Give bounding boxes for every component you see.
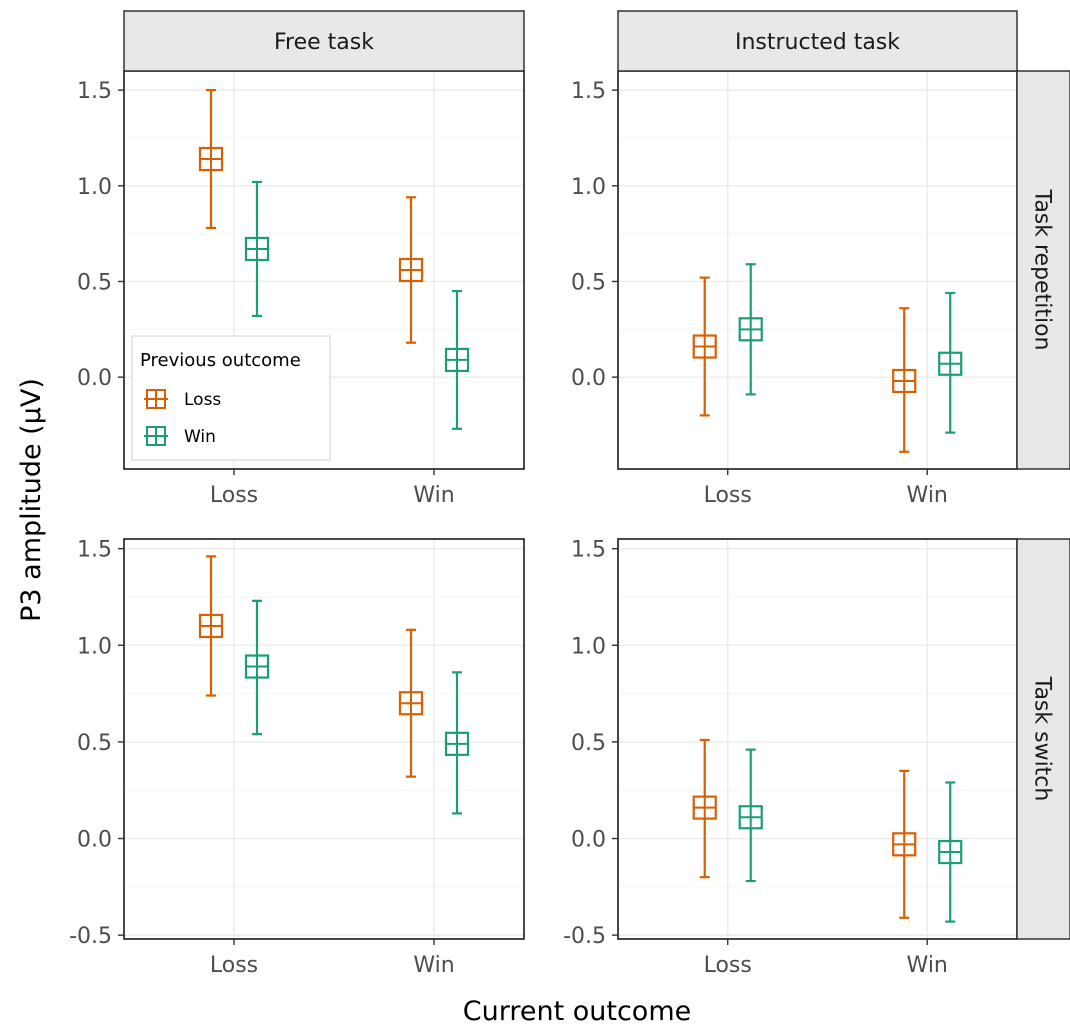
x-tick-label: Loss xyxy=(210,953,258,978)
x-tick-label: Win xyxy=(907,953,948,978)
panel-task-switch-free-task-frame xyxy=(123,538,525,940)
y-tick-label: 0.0 xyxy=(77,366,112,391)
row-strip-task-switch xyxy=(1016,538,1070,940)
legend-label-loss: Loss xyxy=(184,390,221,410)
panel-task-switch-instructed-task-bg xyxy=(618,539,1017,939)
x-tick-label: Loss xyxy=(704,953,752,978)
x-axis-title: Current outcome xyxy=(463,996,692,1027)
y-tick-label: -0.5 xyxy=(69,924,112,949)
y-tick-label: 1.0 xyxy=(77,175,112,200)
y-tick-label: 0.0 xyxy=(571,828,606,853)
y-tick-label: 1.0 xyxy=(77,634,112,659)
legend: Previous outcome Loss Win xyxy=(131,335,331,461)
legend-title: Previous outcome xyxy=(140,350,301,371)
y-tick-label: 0.5 xyxy=(77,731,112,756)
panel-task-repetition-instructed-task-bg xyxy=(618,71,1017,469)
tick-layer: 0.0 0.5 1.0 1.5 Loss Win 0.0 0.5 1.0 1.5 Loss Win -0… xyxy=(69,79,948,978)
strip-layer: Free task Instructed task Task repetition T… xyxy=(123,10,1070,940)
col-strip-label-instructed-task: Instructed task xyxy=(735,30,900,55)
y-tick-label: 1.5 xyxy=(77,538,112,563)
y-tick-label: -0.5 xyxy=(563,924,606,949)
y-tick-label: 1.5 xyxy=(571,79,606,104)
y-tick-label: 0.5 xyxy=(77,270,112,295)
x-tick-label: Loss xyxy=(210,483,258,508)
x-tick-label: Win xyxy=(413,483,454,508)
col-strip-free-task xyxy=(123,10,525,72)
x-tick-label: Win xyxy=(907,483,948,508)
y-tick-label: 1.5 xyxy=(77,79,112,104)
row-strip-task-repetition xyxy=(1016,70,1070,470)
x-tick-label: Win xyxy=(413,953,454,978)
y-tick-label: 0.5 xyxy=(571,270,606,295)
y-tick-label: 1.5 xyxy=(571,538,606,563)
y-tick-label: 0.5 xyxy=(571,731,606,756)
y-tick-label: 0.0 xyxy=(77,828,112,853)
y-tick-label: 1.0 xyxy=(571,634,606,659)
mark-layer xyxy=(198,89,963,923)
col-strip-label-free-task: Free task xyxy=(274,30,374,55)
row-strip-label-task-repetition: Task repetition xyxy=(1030,189,1055,351)
x-tick-label: Loss xyxy=(704,483,752,508)
y-axis-title: P3 amplitude (µV) xyxy=(16,378,47,622)
col-strip-instructed-task xyxy=(617,10,1018,72)
legend-label-win: Win xyxy=(184,427,216,447)
row-strip-label-task-switch: Task switch xyxy=(1030,676,1055,802)
y-tick-label: 0.0 xyxy=(571,366,606,391)
y-tick-label: 1.0 xyxy=(571,175,606,200)
